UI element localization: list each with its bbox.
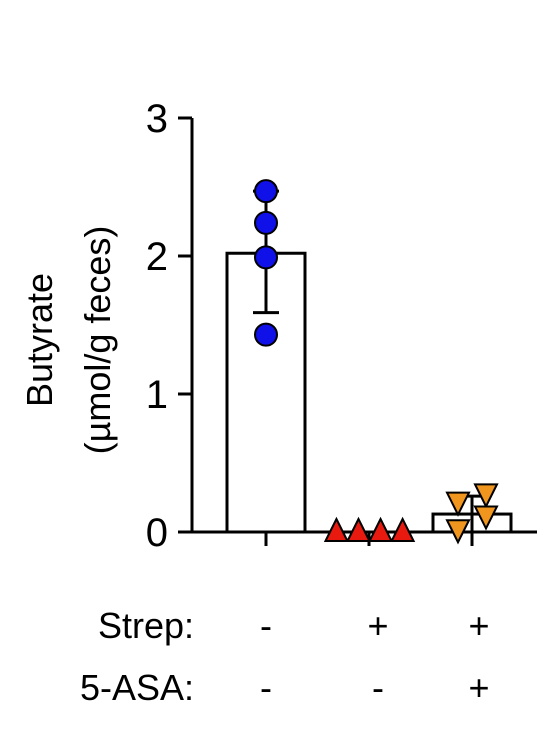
plot-area: 0 1 2 3 [146, 97, 537, 555]
point-group-3-1 [445, 491, 471, 517]
condition-label-strep: Strep: [98, 605, 194, 646]
point-group-3-4 [473, 505, 499, 531]
point-group-3-2 [445, 519, 471, 545]
point-group-3-3 [473, 483, 499, 509]
point-group-1-4 [254, 322, 278, 347]
point-group-2-2 [345, 516, 372, 542]
asa-mark-group-2: - [372, 667, 384, 708]
condition-label-5asa: 5-ASA: [80, 667, 194, 708]
strep-mark-group-3: + [468, 605, 489, 646]
point-group-2-4 [389, 516, 416, 542]
asa-mark-group-3: + [468, 667, 489, 708]
y-tick-label-3: 3 [146, 97, 168, 141]
point-group-1-1 [254, 179, 278, 204]
strep-mark-group-2: + [367, 605, 388, 646]
y-tick-label-1: 1 [146, 373, 168, 417]
y-axis-title-line2: (µmol/g feces) [77, 226, 118, 455]
point-group-1-3 [254, 245, 278, 270]
point-group-2-1 [323, 516, 350, 542]
point-group-2-3 [367, 516, 394, 542]
y-tick-label-0: 0 [146, 511, 168, 555]
asa-mark-group-1: - [260, 667, 272, 708]
point-group-1-2 [254, 210, 278, 235]
y-tick-label-2: 2 [146, 235, 168, 279]
strep-mark-group-1: - [260, 605, 272, 646]
y-axis-title-line1: Butyrate [19, 273, 60, 407]
